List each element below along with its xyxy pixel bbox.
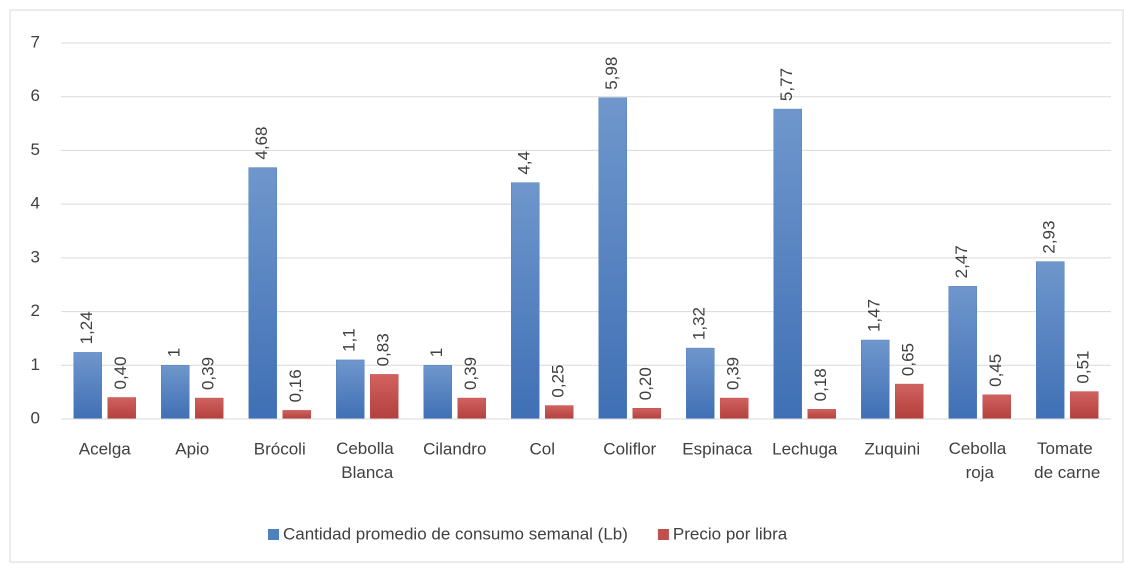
bar [195, 397, 224, 420]
data-label: 2,93 [1040, 221, 1059, 254]
bar [861, 339, 890, 420]
data-label: 1,1 [340, 328, 359, 352]
data-label: 0,83 [374, 333, 393, 366]
data-label: 0,65 [899, 343, 918, 376]
bar [282, 410, 311, 420]
x-tick-label: Coliflor [603, 439, 656, 458]
bar [370, 374, 399, 420]
y-tick-label: 1 [31, 355, 40, 374]
bar [948, 286, 977, 420]
x-tick-label: Tomate de carne [1034, 439, 1100, 482]
x-tick-label: Espinaca [682, 439, 752, 458]
data-label: 0,45 [986, 354, 1005, 387]
y-tick-label: 3 [31, 247, 40, 266]
x-tick-label: Apio [175, 439, 209, 458]
data-label: 1,32 [690, 307, 709, 340]
x-tick-label-line: roja [966, 463, 995, 482]
data-label: 0,20 [636, 367, 655, 400]
x-tick-label: Col [529, 439, 555, 458]
x-tick-label: Zuquini [864, 439, 920, 458]
chart-border [9, 9, 1124, 563]
data-label: 5,77 [777, 68, 796, 101]
data-label: 0,39 [724, 357, 743, 390]
bar [982, 394, 1011, 420]
legend-label: Cantidad promedio de consumo semanal (Lb… [283, 524, 628, 543]
x-tick-label-line: Cebolla [336, 439, 398, 458]
bar [423, 365, 452, 420]
x-tick-label-line: de carne [1034, 463, 1100, 482]
y-tick-label: 0 [31, 408, 40, 427]
bar [807, 409, 836, 420]
legend-swatch [268, 529, 279, 540]
bar [336, 359, 365, 420]
bar [1070, 391, 1099, 420]
bar [686, 347, 715, 420]
data-label: 2,47 [952, 245, 971, 278]
data-label: 4,4 [515, 151, 534, 175]
data-label: 0,40 [111, 356, 130, 389]
data-label: 0,51 [1074, 351, 1093, 384]
y-tick-label: 5 [31, 140, 40, 159]
y-tick-label: 7 [31, 32, 40, 51]
data-label: 0,25 [549, 364, 568, 397]
bar [632, 408, 661, 420]
data-label: 5,98 [602, 57, 621, 90]
x-tick-label: Brócoli [254, 439, 306, 458]
y-tick-label: 4 [31, 194, 40, 213]
bar [1036, 261, 1065, 420]
bar [895, 383, 924, 420]
legend-label: Precio por libra [673, 524, 788, 543]
bar [161, 365, 190, 420]
data-label: 4,68 [252, 127, 271, 160]
legend-swatch [657, 529, 669, 540]
data-label: 1 [165, 348, 184, 357]
y-tick-label: 6 [31, 86, 40, 105]
data-label: 0,39 [461, 357, 480, 390]
bar [511, 182, 540, 420]
data-label: 1 [427, 348, 446, 357]
data-label: 0,18 [811, 368, 830, 401]
x-tick-label: Lechuga [772, 439, 838, 458]
bar [73, 352, 102, 420]
bar [107, 397, 136, 420]
x-tick-label: Cebolla roja [949, 439, 1011, 482]
x-tick-label: Cebolla Blanca [336, 439, 398, 482]
data-label: 0,16 [286, 369, 305, 402]
x-tick-label: Acelga [79, 439, 132, 458]
data-label: 0,39 [199, 357, 218, 390]
bar [545, 405, 574, 420]
bar [720, 397, 749, 420]
bar [248, 167, 277, 420]
data-label: 1,47 [865, 299, 884, 332]
bar [773, 108, 802, 420]
x-tick-label-line: Tomate [1037, 439, 1097, 458]
bar [457, 397, 486, 420]
y-tick-label: 2 [31, 301, 40, 320]
data-label: 1,24 [77, 311, 96, 344]
x-tick-label-line: Cebolla [949, 439, 1011, 458]
bar [598, 97, 627, 420]
x-tick-label: Cilandro [423, 439, 486, 458]
x-tick-label-line: Blanca [341, 463, 394, 482]
